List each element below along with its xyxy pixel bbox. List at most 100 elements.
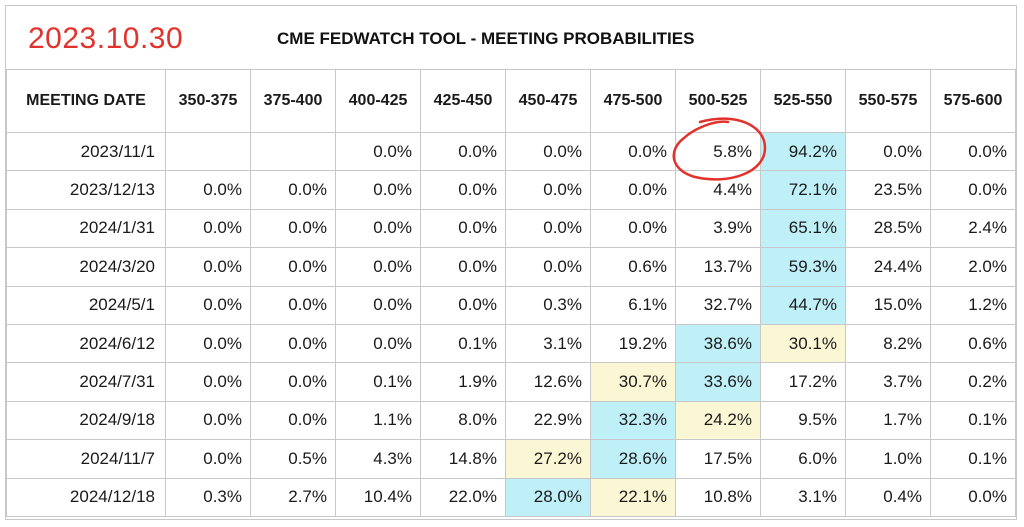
probability-cell: 0.0%	[420, 285, 506, 325]
probability-cell: 6.0%	[760, 439, 846, 479]
probability-cell: 0.0%	[250, 247, 336, 287]
header-range: 500-525	[675, 69, 761, 133]
probability-cell: 0.6%	[590, 247, 676, 287]
probability-cell: 0.0%	[165, 439, 251, 479]
probability-cell: 0.0%	[165, 208, 251, 249]
probability-cell: 0.0%	[590, 170, 676, 210]
probability-cell: 1.9%	[420, 362, 506, 402]
probability-cell: 28.6%	[590, 439, 676, 479]
probability-cell: 0.0%	[590, 208, 676, 249]
date-annotation: 2023.10.30	[28, 22, 184, 55]
table-row: 2024/7/31 0.0% 0.0% 0.1% 1.9% 12.6% 30.7% 33.6%…	[6, 362, 1016, 402]
probability-cell: 0.1%	[930, 400, 1016, 441]
probability-table: MEETING DATE 350-375 375-400 400-425 425-450…	[6, 69, 1016, 517]
probability-cell: 0.0%	[250, 323, 336, 364]
meeting-date-cell: 2024/9/18	[6, 400, 166, 441]
probability-cell: 0.0%	[250, 208, 336, 249]
table-frame	[5, 5, 1017, 520]
table-row: 2024/6/12 0.0% 0.0% 0.0% 0.1% 3.1% 19.2% 38.6% 3…	[6, 323, 1016, 364]
probability-cell: 0.0%	[335, 131, 421, 172]
meeting-date-cell: 2024/12/18	[6, 477, 166, 517]
probability-cell: 0.0%	[335, 170, 421, 210]
probability-cell: 5.8%	[675, 131, 761, 172]
probability-cell: 19.2%	[590, 323, 676, 364]
probability-cell: 2.7%	[250, 477, 336, 517]
probability-cell: 0.0%	[165, 362, 251, 402]
header-range: 525-550	[760, 69, 846, 133]
probability-cell: 0.0%	[335, 285, 421, 325]
probability-cell: 0.0%	[505, 170, 591, 210]
probability-cell: 0.0%	[250, 400, 336, 441]
probability-cell: 0.0%	[505, 247, 591, 287]
table-row: 2024/12/18 0.3% 2.7% 10.4% 22.0% 28.0% 22.1% 10…	[6, 477, 1016, 517]
probability-cell: 22.1%	[590, 477, 676, 517]
probability-cell: 0.0%	[930, 170, 1016, 210]
probability-cell: 0.3%	[165, 477, 251, 517]
probability-cell: 3.1%	[505, 323, 591, 364]
header-range: 375-400	[250, 69, 336, 133]
probability-cell: 3.9%	[675, 208, 761, 249]
probability-cell: 10.4%	[335, 477, 421, 517]
probability-cell: 0.0%	[420, 170, 506, 210]
probability-cell: 0.0%	[420, 208, 506, 249]
probability-cell: 3.7%	[845, 362, 931, 402]
probability-cell: 3.1%	[760, 477, 846, 517]
meeting-date-cell: 2024/1/31	[6, 208, 166, 249]
probability-cell: 2.4%	[930, 208, 1016, 249]
probability-cell: 0.0%	[165, 400, 251, 441]
probability-cell: 0.0%	[505, 131, 591, 172]
header-range: 350-375	[165, 69, 251, 133]
table-row: 2024/3/20 0.0% 0.0% 0.0% 0.0% 0.0% 0.6% 13.7% 59…	[6, 247, 1016, 287]
probability-cell: 0.6%	[930, 323, 1016, 364]
probability-cell: 0.0%	[505, 208, 591, 249]
probability-cell: 1.2%	[930, 285, 1016, 325]
probability-cell	[250, 131, 336, 172]
table-row: 2023/11/1 0.0% 0.0% 0.0% 0.0% 5.8% 94.2% 0.0% 0.…	[6, 131, 1016, 172]
probability-cell: 28.5%	[845, 208, 931, 249]
probability-cell: 0.0%	[165, 323, 251, 364]
probability-cell: 6.1%	[590, 285, 676, 325]
probability-cell: 0.2%	[930, 362, 1016, 402]
probability-cell: 0.0%	[250, 170, 336, 210]
table-row: 2023/12/13 0.0% 0.0% 0.0% 0.0% 0.0% 0.0% 4.4% 72…	[6, 170, 1016, 210]
probability-cell: 2.0%	[930, 247, 1016, 287]
probability-cell: 0.3%	[505, 285, 591, 325]
probability-cell: 0.0%	[930, 477, 1016, 517]
probability-cell: 0.0%	[165, 247, 251, 287]
probability-cell: 0.0%	[250, 362, 336, 402]
meeting-date-cell: 2024/5/1	[6, 285, 166, 325]
probability-cell: 0.1%	[930, 439, 1016, 479]
probability-cell: 0.4%	[845, 477, 931, 517]
meeting-date-cell: 2024/6/12	[6, 323, 166, 364]
probability-cell: 72.1%	[760, 170, 846, 210]
header-row: MEETING DATE 350-375 375-400 400-425 425-450…	[6, 69, 1016, 133]
probability-cell: 14.8%	[420, 439, 506, 479]
table-row: 2024/1/31 0.0% 0.0% 0.0% 0.0% 0.0% 0.0% 3.9% 65.…	[6, 208, 1016, 249]
header-range: 450-475	[505, 69, 591, 133]
probability-cell: 0.0%	[250, 285, 336, 325]
probability-cell: 0.0%	[420, 247, 506, 287]
probability-cell: 0.0%	[845, 131, 931, 172]
probability-cell: 30.1%	[760, 323, 846, 364]
probability-cell: 0.1%	[420, 323, 506, 364]
probability-cell: 0.0%	[335, 323, 421, 364]
probability-cell: 12.6%	[505, 362, 591, 402]
probability-cell: 22.0%	[420, 477, 506, 517]
probability-cell: 38.6%	[675, 323, 761, 364]
probability-cell: 59.3%	[760, 247, 846, 287]
table-row: 2024/5/1 0.0% 0.0% 0.0% 0.0% 0.3% 6.1% 32.7% 44.…	[6, 285, 1016, 325]
probability-cell	[165, 131, 251, 172]
probability-cell: 22.9%	[505, 400, 591, 441]
probability-cell: 1.0%	[845, 439, 931, 479]
table-row: 2024/11/7 0.0% 0.5% 4.3% 14.8% 27.2% 28.6% 17.5…	[6, 439, 1016, 479]
meeting-date-cell: 2023/12/13	[6, 170, 166, 210]
probability-cell: 17.2%	[760, 362, 846, 402]
table-row: 2024/9/18 0.0% 0.0% 1.1% 8.0% 22.9% 32.3% 24.2%…	[6, 400, 1016, 441]
probability-cell: 0.0%	[165, 285, 251, 325]
probability-cell: 10.8%	[675, 477, 761, 517]
probability-cell: 13.7%	[675, 247, 761, 287]
probability-cell: 4.4%	[675, 170, 761, 210]
header-meeting-date: MEETING DATE	[6, 69, 166, 133]
probability-cell: 0.5%	[250, 439, 336, 479]
probability-cell: 1.7%	[845, 400, 931, 441]
